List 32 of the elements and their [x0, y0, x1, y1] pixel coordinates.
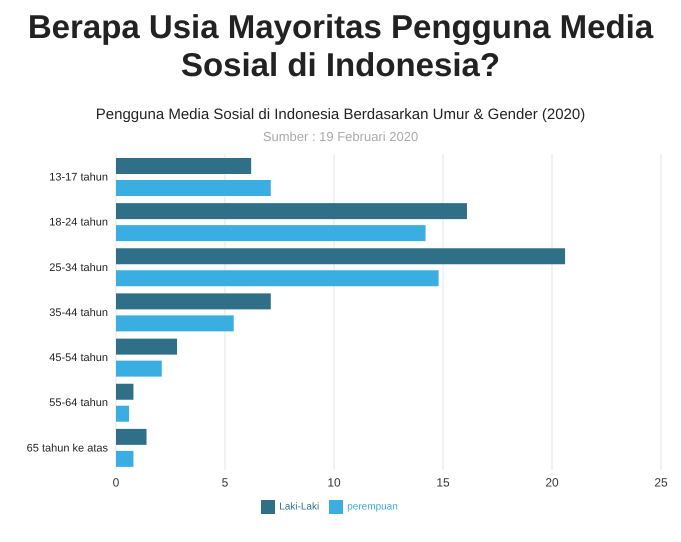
- bar: [116, 384, 134, 400]
- bar: [116, 406, 130, 422]
- x-tick-label: 10: [327, 476, 341, 490]
- x-tick-label: 5: [222, 476, 229, 490]
- x-tick-label: 15: [436, 476, 450, 490]
- bar: [116, 248, 566, 264]
- bar: [116, 225, 426, 242]
- x-tick-label: 0: [112, 476, 120, 490]
- bar: [116, 293, 271, 310]
- y-tick-label: 45-54 tahun: [49, 352, 108, 364]
- x-tick-label: 20: [545, 476, 559, 490]
- chart-title: Berapa Usia Mayoritas Pengguna Media Sosial di Indonesia?: [26, 8, 654, 84]
- bar: [116, 450, 134, 467]
- y-tick-label: 55-64 tahun: [49, 397, 108, 410]
- legend-label: Laki-Laki: [279, 502, 320, 513]
- x-tick-label: 25: [654, 476, 668, 490]
- bar: [116, 158, 252, 174]
- y-tick-label: 13-17 tahun: [49, 171, 108, 184]
- chart-subtitle: Pengguna Media Sosial di Indonesia Berdasarkan Umur & Gender (2020): [94, 106, 586, 123]
- legend-label: perempuan: [347, 502, 398, 513]
- bar: [116, 270, 439, 286]
- bar: [116, 180, 271, 196]
- y-tick-label: 65 tahun ke atas: [26, 442, 108, 454]
- y-tick-label: 25-34 tahun: [49, 262, 108, 274]
- bar: [116, 428, 147, 445]
- bar: [116, 338, 178, 355]
- y-tick-label: 35-44 tahun: [49, 306, 108, 319]
- bar: [116, 203, 467, 220]
- bar: [116, 360, 162, 377]
- text: Sumber : 19 Februari 2020: [262, 129, 420, 144]
- bar: [116, 315, 234, 332]
- y-tick-label: 18-24 tahun: [49, 216, 108, 229]
